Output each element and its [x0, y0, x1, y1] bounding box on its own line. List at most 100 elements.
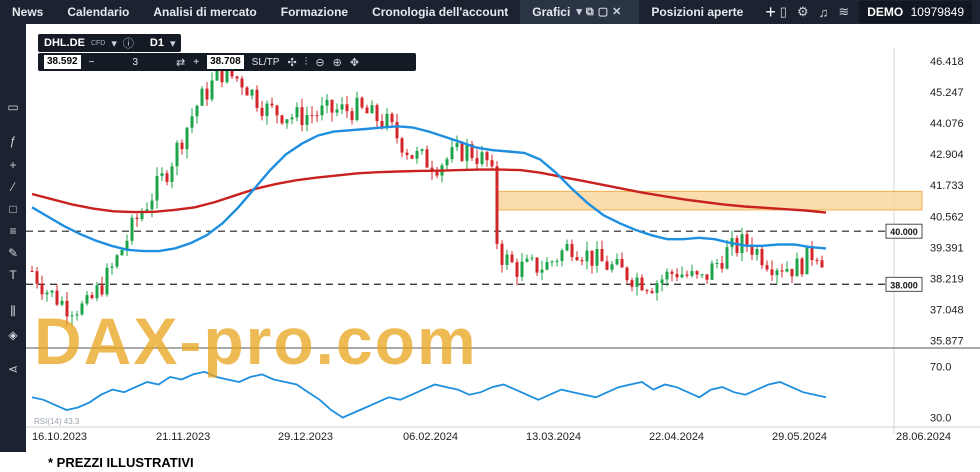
plus-icon[interactable]: +: [193, 56, 200, 68]
price-tick-label: 39.391: [930, 242, 964, 254]
candle-body: [175, 142, 179, 167]
candle-body: [420, 149, 424, 151]
bell-icon[interactable]: ♫: [818, 4, 829, 20]
measure-icon[interactable]: ⫼: [10, 304, 16, 318]
chart-area[interactable]: 40.000 38.000 46.418 45.247 44.076 42.904 41.7…: [26, 24, 980, 452]
candle-body: [110, 266, 114, 268]
restore-icon[interactable]: ▢: [597, 6, 609, 18]
demo-label: DEMO: [867, 5, 904, 19]
candle-body: [675, 273, 679, 278]
candle-body: [765, 265, 769, 270]
candle-body: [575, 257, 579, 261]
candle-body: [495, 166, 499, 244]
info-icon[interactable]: ⓘ: [122, 38, 134, 50]
candle-body: [515, 262, 519, 277]
text-tool-icon[interactable]: T: [9, 268, 17, 282]
add-tab-icon[interactable]: +: [765, 2, 776, 22]
chevron-down-icon[interactable]: ▾: [169, 37, 176, 50]
panel-icon[interactable]: ▯: [779, 4, 787, 19]
candle-body: [190, 116, 194, 128]
crosshair-cursor-icon[interactable]: ✣: [287, 56, 297, 69]
candle-body: [600, 249, 604, 262]
level-label: 38.000: [890, 280, 918, 290]
candle-body: [745, 234, 749, 245]
crosshair-icon[interactable]: +: [9, 158, 17, 172]
sltp-button[interactable]: SL/TP: [251, 56, 280, 68]
chevron-down-icon[interactable]: ▾: [576, 6, 582, 18]
candle-body: [30, 271, 34, 273]
candle-body: [115, 255, 119, 267]
candle-body: [270, 103, 274, 106]
candle-body: [215, 69, 219, 81]
date-tick-label: 16.10.2023: [32, 431, 87, 443]
network-icon[interactable]: ⚙: [796, 4, 809, 19]
tab-analisi-di-mercato[interactable]: Analisi di mercato: [153, 5, 257, 19]
candle-body: [130, 217, 134, 241]
date-tick-label: 13.03.2024: [526, 431, 581, 443]
close-icon[interactable]: ✕: [612, 6, 622, 18]
candle-body: [780, 270, 784, 272]
candle-body: [45, 292, 49, 295]
candle-body: [170, 166, 174, 182]
move-icon[interactable]: ✥: [349, 56, 360, 69]
candle-body: [700, 274, 704, 276]
candle-body: [185, 127, 189, 150]
candle-body: [100, 285, 104, 295]
quantity-field[interactable]: 3: [132, 56, 138, 68]
candle-body: [525, 258, 529, 262]
indicators-icon[interactable]: ƒ: [9, 134, 17, 148]
candle-body: [85, 295, 89, 304]
rsi-tick-label: 30.0: [930, 413, 951, 425]
layers-icon[interactable]: ◈: [8, 328, 18, 342]
fibonacci-icon[interactable]: ≡: [9, 224, 17, 238]
candle-body: [775, 270, 779, 276]
popout-icon[interactable]: ⧉: [585, 6, 594, 18]
pencil-icon[interactable]: ✎: [7, 246, 19, 260]
candle-body: [395, 122, 399, 139]
account-number: 10979849: [910, 5, 964, 19]
indicator-bars-icon[interactable]: ⫶: [304, 55, 308, 68]
rectangle-tool-icon[interactable]: □: [9, 202, 17, 216]
candle-body: [465, 144, 469, 161]
candle-body: [425, 149, 429, 168]
candle-body: [410, 155, 414, 159]
tab-cronologia-account[interactable]: Cronologia dell'account: [372, 5, 509, 19]
line-tool-icon[interactable]: ⁄: [11, 180, 14, 194]
candle-body: [125, 240, 129, 251]
tab-news[interactable]: News: [12, 5, 44, 19]
level-label: 40.000: [890, 227, 918, 237]
symbol-name[interactable]: DHL.DE: [44, 37, 85, 49]
zoom-in-icon[interactable]: ⊕: [332, 56, 342, 69]
candle-body: [230, 66, 234, 77]
candle-body: [810, 246, 814, 261]
candle-body: [480, 152, 484, 165]
candle-body: [220, 69, 224, 83]
timeframe-select[interactable]: D1: [149, 37, 164, 49]
minus-icon[interactable]: −: [88, 56, 95, 68]
zoom-out-icon[interactable]: ⊖: [315, 56, 325, 69]
candle-body: [280, 115, 284, 124]
candle-body: [580, 260, 584, 262]
candle-body: [435, 172, 439, 176]
tab-grafici[interactable]: Grafici ▾ ⧉ ▢ ✕: [520, 0, 640, 24]
candle-body: [55, 290, 59, 305]
candle-body: [345, 104, 349, 112]
chevron-down-icon[interactable]: ▾: [111, 37, 117, 50]
tab-formazione[interactable]: Formazione: [280, 5, 349, 19]
candle-body: [245, 87, 249, 96]
candle-body: [475, 158, 479, 165]
candle-body: [470, 144, 474, 159]
swap-icon[interactable]: ⇄: [176, 56, 186, 69]
tab-posizioni-aperte[interactable]: Posizioni aperte: [651, 5, 744, 19]
candle-body: [725, 247, 729, 269]
account-badge[interactable]: DEMO 10979849: [859, 1, 972, 23]
candle-body: [200, 88, 204, 106]
ask-price[interactable]: 38.708: [207, 55, 244, 69]
candle-body: [770, 269, 774, 276]
chart-type-icon[interactable]: ▭: [7, 100, 19, 114]
candle-body: [290, 117, 294, 120]
bid-price[interactable]: 38.592: [44, 55, 81, 69]
tab-calendario[interactable]: Calendario: [67, 5, 130, 19]
candle-body: [60, 300, 64, 305]
share-icon[interactable]: ⋖: [7, 362, 19, 376]
